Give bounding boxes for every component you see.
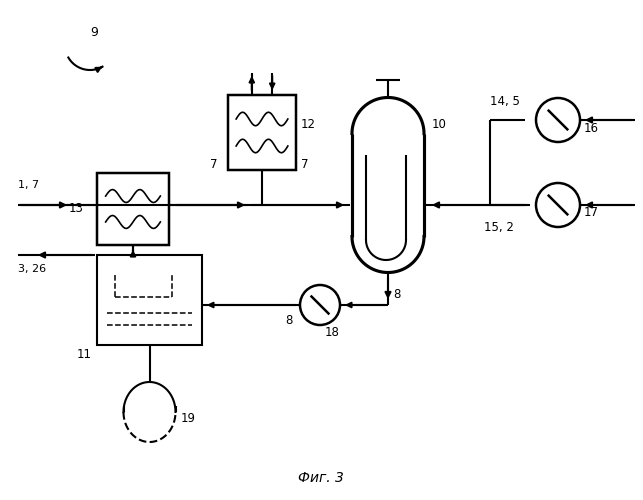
Bar [97, 255, 202, 345]
Text: 11: 11 [77, 348, 92, 362]
Text: 16: 16 [584, 122, 599, 134]
Text: 12: 12 [301, 118, 316, 132]
Text: 14, 5: 14, 5 [490, 96, 520, 108]
Circle shape [536, 183, 580, 227]
Text: 17: 17 [584, 206, 599, 220]
Text: 1, 7: 1, 7 [18, 180, 39, 190]
Text: 13: 13 [69, 202, 84, 215]
Text: Фиг. 3: Фиг. 3 [298, 471, 344, 485]
Text: 10: 10 [432, 118, 447, 132]
Text: 19: 19 [181, 412, 195, 424]
Circle shape [536, 98, 580, 142]
Text: 15, 2: 15, 2 [484, 220, 514, 234]
Text: 7: 7 [210, 158, 217, 172]
Text: 9: 9 [90, 26, 98, 38]
Text: 8: 8 [285, 314, 293, 326]
Text: 18: 18 [325, 326, 340, 340]
Bar [228, 95, 296, 170]
Bar [97, 173, 169, 245]
Text: 7: 7 [301, 158, 309, 172]
Circle shape [300, 285, 340, 325]
Text: 3, 26: 3, 26 [18, 264, 46, 274]
Text: 8: 8 [393, 288, 401, 302]
